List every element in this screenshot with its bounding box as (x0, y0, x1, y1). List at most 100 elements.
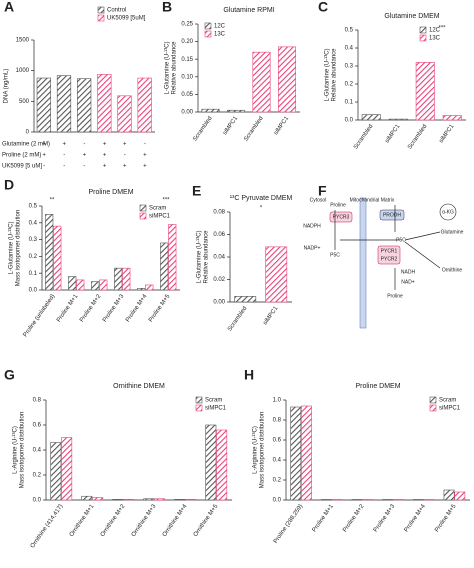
y-tick-label: 1500 (16, 38, 30, 44)
legend-swatch (204, 22, 212, 30)
legend-label: Scram (439, 398, 456, 404)
bar (442, 115, 462, 121)
y-tick-label: 0.4 (273, 458, 282, 464)
y-tick-label: 0.4 (33, 448, 42, 454)
legend-swatch (204, 30, 212, 38)
y-tick-label: 0.0 (273, 498, 282, 504)
panel-label: G (4, 367, 15, 383)
legend-label: siMPC1 (149, 214, 171, 220)
y-tick-label: 0.8 (273, 418, 282, 424)
bar (216, 429, 228, 501)
y-axis-label: Relative abundance (204, 230, 210, 284)
diagram-label: NAD+ (401, 279, 415, 285)
x-tick-label: Ornithine M+5 (193, 503, 220, 538)
x-tick-label: Scrambled (353, 124, 374, 151)
bar (443, 489, 455, 501)
bar (227, 109, 245, 113)
legend-swatch (419, 34, 427, 42)
bar (362, 499, 374, 501)
y-tick-label: 0.00 (213, 300, 225, 306)
y-axis-label: Mass isotopomer distribution (260, 412, 266, 488)
significance-annotation: ** (50, 198, 55, 204)
y-tick-label: 0.10 (181, 74, 193, 80)
condition-label: Proline (2 mM) (2, 153, 41, 159)
diagram-label: Proline (387, 293, 403, 299)
arrow (404, 231, 441, 241)
bar (112, 499, 124, 501)
y-tick-label: 0.4 (29, 220, 38, 226)
legend-swatch (419, 26, 427, 34)
bar (174, 499, 186, 501)
condition-sign: + (103, 142, 107, 148)
y-axis-label: Mass isotopomer distribution (20, 412, 26, 488)
condition-sign: + (143, 164, 147, 170)
y-tick-label: 0.0 (345, 118, 354, 124)
condition-sign: - (63, 153, 65, 159)
diagram-label: P5C (330, 252, 340, 258)
legend-label: Control (107, 8, 126, 14)
bar (351, 499, 363, 501)
bar (252, 51, 271, 113)
x-tick-label: Proline M+5 (434, 503, 458, 533)
bar (114, 267, 123, 291)
bar (99, 279, 108, 291)
bar (154, 498, 166, 501)
condition-sign: - (83, 164, 85, 170)
legend-swatch (195, 404, 203, 412)
x-tick-label: Scrambled (227, 306, 248, 333)
x-tick-label: Ornithine M+4 (162, 503, 189, 538)
bar (388, 118, 408, 121)
x-tick-label: Scrambled (192, 116, 213, 143)
chart-title: Proline DMEM (88, 189, 133, 196)
x-tick-label: Proline (288,259) (273, 504, 304, 545)
bar (91, 281, 100, 291)
y-tick-label: 0.4 (345, 46, 354, 52)
diagram-label: Proline (330, 202, 346, 208)
condition-sign: + (103, 164, 107, 170)
bar (278, 46, 296, 113)
y-axis-label: L-Glutamine (U-¹³C) (325, 48, 331, 101)
y-axis-label: Relative abundance (172, 41, 178, 95)
condition-label: Glutamine (2 mM) (2, 142, 50, 148)
x-tick-label: siMPC1 (222, 115, 239, 136)
diagram-label: PRODH (383, 212, 401, 218)
x-tick-label: Ornithine M+3 (131, 503, 158, 538)
legend-swatch (429, 404, 437, 412)
enzyme-box (377, 245, 401, 265)
bar (201, 108, 220, 113)
legend-label: 12C (214, 24, 226, 30)
bar (50, 442, 62, 501)
x-tick-label: Proline (unlabeled) (23, 294, 57, 339)
pathway-diagram (329, 197, 457, 329)
y-tick-label: 500 (19, 99, 30, 105)
bar (92, 497, 104, 501)
y-tick-label: 0.6 (33, 423, 42, 429)
diagram-label: Cytosol (310, 197, 327, 203)
y-tick-label: 0.1 (29, 271, 38, 277)
bar (185, 499, 197, 501)
bar (454, 491, 466, 501)
y-tick-label: 0.2 (29, 254, 38, 260)
x-tick-label: Ornithine (414,417) (30, 504, 65, 550)
y-tick-label: 0.06 (213, 232, 225, 238)
panel-label: B (162, 0, 172, 15)
x-tick-label: Scrambled (243, 116, 264, 143)
diagram-label: Ornithine (442, 267, 463, 273)
bar (145, 284, 154, 291)
y-tick-label: 0.2 (273, 478, 282, 484)
y-axis-label: Relative abundance (332, 48, 338, 102)
bar (382, 499, 394, 501)
diagram-label: PYCR3 (333, 214, 350, 220)
bar (137, 77, 152, 133)
y-tick-label: 0.2 (345, 82, 354, 88)
diagram-label: NADP+ (304, 245, 321, 251)
condition-sign: - (144, 142, 146, 148)
bar (205, 424, 217, 501)
bar (320, 499, 332, 501)
x-tick-label: Ornithine M+2 (100, 503, 127, 538)
y-tick-label: 0.3 (29, 237, 38, 243)
y-tick-label: 0.08 (213, 210, 225, 216)
arrow (404, 241, 441, 269)
bar (76, 279, 85, 291)
x-tick-label: siMPC1 (273, 115, 290, 136)
